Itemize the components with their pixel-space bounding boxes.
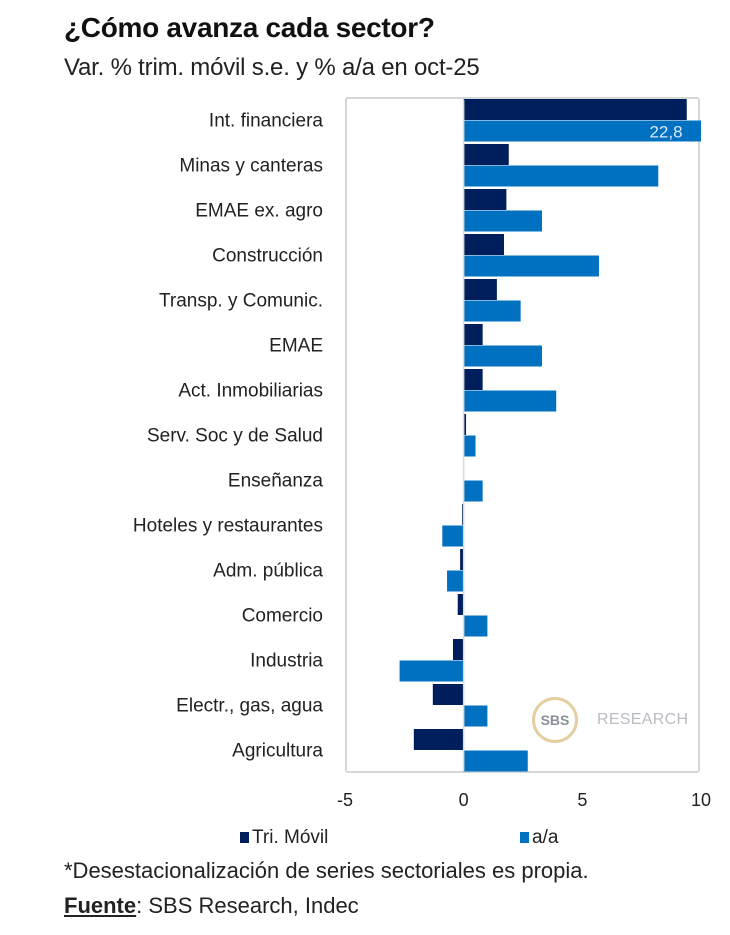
category-label-agricultura: Agricultura xyxy=(232,741,323,762)
bar-a-a-emae-ex-agro xyxy=(463,210,542,232)
data-labels: 22,8 xyxy=(649,122,682,141)
bar-tri-movil-act-inmobiliarias xyxy=(463,369,483,390)
category-label-hoteles-y-restaurantes: Hoteles y restaurantes xyxy=(133,516,323,537)
legend-label-aa: a/a xyxy=(532,827,559,848)
x-tick-label: 10 xyxy=(691,790,711,810)
bar-tri-movil-industria xyxy=(452,639,464,660)
footnote: *Desestacionalización de series sectoria… xyxy=(64,858,589,883)
bar-tri-movil-emae-ex-agro xyxy=(463,189,507,210)
legend-item-aa: a/a xyxy=(520,827,558,849)
category-labels: Int. financiera Minas y canteras EMAE ex. … xyxy=(133,111,324,762)
bar-tri-movil-adm-publica xyxy=(460,549,464,570)
category-label-construccion: Construcción xyxy=(212,246,323,267)
bar-tri-movil-agricultura xyxy=(413,729,464,750)
bar-tri-movil-transp-y-comunic xyxy=(463,279,497,300)
bar-tri-movil-minas-y-canteras xyxy=(463,144,509,165)
chart-subtitle: Var. % trim. móvil s.e. y % a/a en oct-2… xyxy=(64,54,480,81)
bar-tri-movil-electr-gas-agua xyxy=(432,684,464,705)
sbs-research-logo: SBS RESEARCH xyxy=(532,697,712,749)
logo-mark: SBS xyxy=(540,712,570,728)
logo-word: RESEARCH xyxy=(597,711,689,728)
category-label-serv-soc-y-de-salud: Serv. Soc y de Salud xyxy=(147,426,323,447)
source-key: Fuente xyxy=(64,893,137,918)
bar-a-a-transp-y-comunic xyxy=(463,300,521,322)
bar-a-a-agricultura xyxy=(463,750,528,772)
bar-a-a-adm-publica xyxy=(447,570,464,592)
bar-a-a-emae xyxy=(463,345,542,367)
category-label-int-financiera: Int. financiera xyxy=(209,111,323,132)
bars xyxy=(399,99,701,772)
bar-a-a-serv-soc-y-de-salud xyxy=(463,435,476,457)
category-label-industria: Industria xyxy=(250,651,323,672)
category-label-adm-publica: Adm. pública xyxy=(213,561,323,582)
legend-item-tri-movil: Tri. Móvil xyxy=(240,827,328,849)
bar-a-a-act-inmobiliarias xyxy=(463,390,557,412)
bar-a-a-comercio xyxy=(463,615,488,637)
legend-swatch-tri-movil-icon xyxy=(240,832,249,843)
bar-a-a-industria xyxy=(399,660,464,682)
sbs-logo-ring-icon: SBS xyxy=(532,697,578,743)
category-label-emae-ex-agro: EMAE ex. agro xyxy=(195,201,323,222)
legend-swatch-aa-icon xyxy=(520,832,529,843)
category-label-emae: EMAE xyxy=(269,336,323,357)
bar-tri-movil-serv-soc-y-de-salud xyxy=(463,414,467,435)
bar-tri-movil-construccion xyxy=(463,234,505,255)
category-label-comercio: Comercio xyxy=(242,606,323,627)
bar-a-a-minas-y-canteras xyxy=(463,165,659,187)
plot-frame xyxy=(345,97,700,773)
bar-tri-movil-emae xyxy=(463,324,483,345)
x-tick-label: -5 xyxy=(337,790,353,810)
bar-a-a-hoteles-y-restaurantes xyxy=(442,525,464,547)
category-label-transp-y-comunic: Transp. y Comunic. xyxy=(159,291,323,312)
bar-a-a-construccion xyxy=(463,255,599,277)
category-label-ensenanza: Enseñanza xyxy=(228,471,324,492)
bar-a-a-electr-gas-agua xyxy=(463,705,488,727)
bar-a-a-ensenanza xyxy=(463,480,483,502)
bar-tri-movil-comercio xyxy=(457,594,464,615)
x-tick-label: 5 xyxy=(577,790,587,810)
bar-a-a-int-financiera xyxy=(463,120,701,142)
legend-label-tri-movil: Tri. Móvil xyxy=(252,827,329,848)
x-axis-ticks: -5 0 5 10 xyxy=(337,790,711,810)
category-label-minas-y-canteras: Minas y canteras xyxy=(179,156,323,177)
chart-title: ¿Cómo avanza cada sector? xyxy=(64,12,435,43)
category-label-act-inmobiliarias: Act. Inmobiliarias xyxy=(178,381,323,402)
data-label-int-financiera: 22,8 xyxy=(649,122,682,141)
source-line: Fuente: SBS Research, Indec xyxy=(64,893,359,919)
source-text: : SBS Research, Indec xyxy=(136,893,359,918)
category-label-electr-gas-agua: Electr., gas, agua xyxy=(176,696,323,717)
x-tick-label: 0 xyxy=(459,790,469,810)
bar-tri-movil-int-financiera xyxy=(463,99,687,120)
